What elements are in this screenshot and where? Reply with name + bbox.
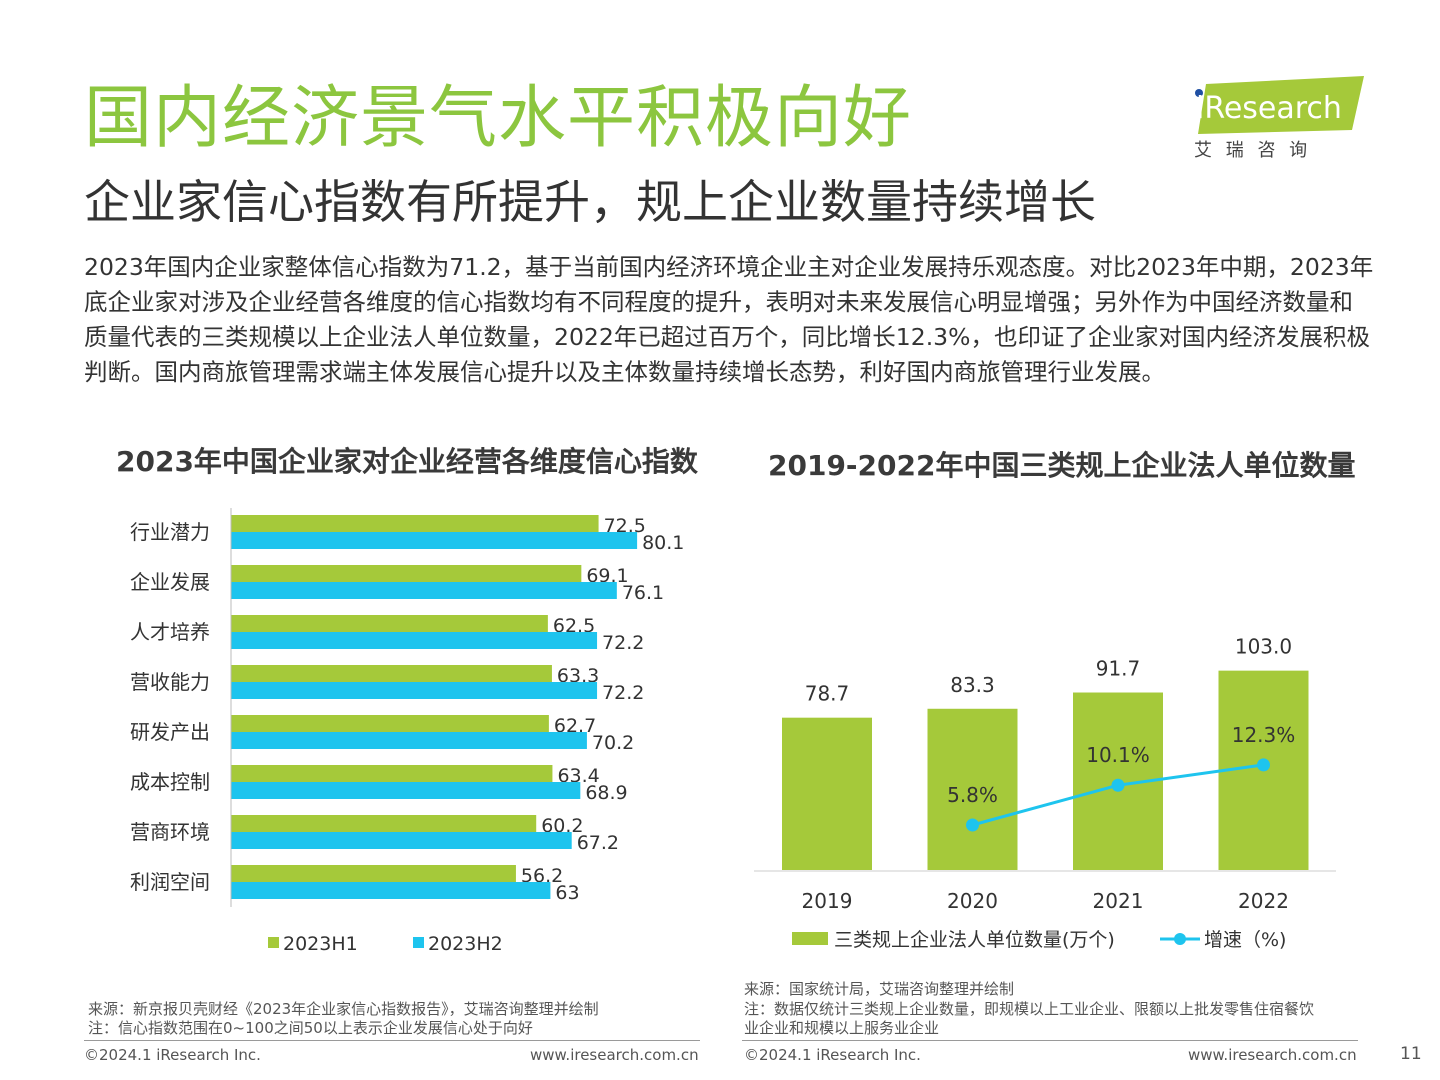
bar-value-label: 91.7	[1096, 657, 1141, 681]
bar-2023H1	[231, 565, 582, 582]
bar-2023H1	[231, 715, 549, 732]
x-tick-label: 2022	[1238, 889, 1289, 913]
legend-label: 三类规上企业法人单位数量(万个)	[834, 929, 1115, 951]
bar-value-label: 70.2	[592, 732, 634, 754]
bar-2023H2	[231, 732, 587, 749]
bar-value-label: 69.1	[586, 565, 628, 587]
bar-value-label: 72.2	[602, 632, 644, 654]
bar-2023H2	[231, 582, 617, 599]
enterprise-count-chart: 78.7 2019 83.3 2020 91.7 2021 103.0 2022 5.8% 10.…	[754, 635, 1336, 951]
legend-swatch-point	[1174, 933, 1186, 945]
bar-value-label: 63.3	[557, 665, 599, 687]
growth-point	[966, 818, 979, 832]
category-label: 利润空间	[130, 870, 210, 894]
page-subtitle: 企业家信心指数有所提升，规上企业数量持续增长	[84, 175, 1096, 229]
logo-text: iResearch	[1196, 91, 1342, 126]
bar-value-label: 56.2	[521, 865, 563, 887]
bar-enterprise-count	[927, 708, 1018, 870]
x-tick-label: 2020	[947, 889, 998, 913]
page-number: 11	[1400, 1044, 1422, 1064]
bar-value-label: 78.7	[805, 682, 850, 706]
left-chart-title: 2023年中国企业家对企业经营各维度信心指数	[116, 445, 698, 478]
bar-enterprise-count	[782, 717, 872, 870]
bar-value-label: 80.1	[642, 532, 684, 554]
confidence-bar-chart: 行业潜力 72.580.1 企业发展 69.176.1 人才培养 62.5 72.2 营收能力…	[130, 508, 684, 955]
legend-label: 2023H1	[283, 933, 358, 955]
bar-value-label: 72.5	[604, 515, 646, 537]
bar-2023H1	[231, 865, 516, 882]
bar-value-label: 103.0	[1235, 635, 1292, 659]
category-label: 成本控制	[130, 770, 210, 794]
legend-label: 2023H2	[428, 933, 503, 955]
bar-value-label: 67.2	[577, 832, 619, 854]
category-label: 营商环境	[130, 820, 210, 844]
category-label: 人才培养	[130, 620, 210, 644]
footer-copyright-right: ©2024.1 iResearch Inc.	[744, 1046, 921, 1064]
growth-value-label: 10.1%	[1086, 743, 1150, 767]
footer-rule-left	[84, 1040, 700, 1041]
right-note-line2: 业企业和规模以上服务业企业	[744, 1019, 940, 1037]
page-title: 国内经济景气水平积极向好	[84, 79, 913, 158]
bar-2023H2	[231, 682, 598, 699]
iresearch-logo: iResearch 艾 瑞 咨 询	[1192, 76, 1372, 166]
bar-value-label: 63	[555, 882, 579, 904]
bar-value-label: 63.4	[557, 765, 599, 787]
category-label: 研发产出	[130, 720, 210, 744]
bar-value-label: 76.1	[622, 582, 664, 604]
bar-2023H1	[231, 665, 552, 682]
bar-2023H1	[231, 515, 599, 532]
left-source-note: 来源：新京报贝壳财经《2023年企业家信心指数报告》，艾瑞咨询整理并绘制	[88, 1000, 599, 1018]
bar-2023H1	[231, 815, 537, 832]
legend-swatch	[268, 937, 279, 948]
intro-paragraph: 2023年国内企业家整体信心指数为71.2，基于当前国内经济环境企业主对企业发展…	[84, 253, 1374, 386]
bar-value-label: 72.2	[602, 682, 644, 704]
bar-value-label: 68.9	[585, 782, 627, 804]
left-note: 注：信心指数范围在0~100之间50以上表示企业发展信心处于向好	[88, 1019, 533, 1037]
bar-2023H2	[231, 632, 598, 649]
right-chart-title: 2019-2022年中国三类规上企业法人单位数量	[768, 449, 1356, 482]
bar-2023H2	[231, 882, 551, 899]
bar-2023H1	[231, 615, 548, 632]
bar-2023H2	[231, 782, 581, 799]
legend-label: 增速（%)	[1204, 929, 1286, 951]
bar-value-label: 62.5	[553, 615, 595, 637]
footer-url-left[interactable]: www.iresearch.com.cn	[530, 1046, 699, 1064]
bar-value-label: 60.2	[541, 815, 583, 837]
footer-url-right[interactable]: www.iresearch.com.cn	[1188, 1046, 1357, 1064]
bar-2023H1	[231, 765, 553, 782]
x-tick-label: 2021	[1093, 889, 1144, 913]
footer-rule-right	[742, 1040, 1358, 1041]
bar-2023H2	[231, 532, 638, 549]
right-note-line1: 注：数据仅统计三类规上企业数量，即规模以上工业企业、限额以上批发零售住宿餐饮	[744, 1000, 1315, 1018]
growth-point	[1257, 758, 1270, 772]
bar-value-label: 62.7	[554, 715, 596, 737]
bar-value-label: 83.3	[950, 673, 995, 697]
growth-value-label: 5.8%	[947, 783, 998, 807]
x-tick-label: 2019	[802, 889, 853, 913]
logo-cn-text: 艾 瑞 咨 询	[1194, 140, 1311, 161]
growth-point	[1111, 778, 1125, 792]
legend-swatch-bars	[792, 932, 828, 945]
bar-2023H2	[231, 832, 572, 849]
right-source-note: 来源：国家统计局，艾瑞咨询整理并绘制	[744, 980, 1015, 998]
logo-banner-shape	[1198, 76, 1364, 134]
growth-value-label: 12.3%	[1232, 723, 1296, 747]
category-label: 企业发展	[130, 570, 210, 594]
legend-swatch	[413, 937, 424, 948]
category-label: 营收能力	[130, 670, 210, 694]
category-label: 行业潜力	[130, 520, 210, 544]
logo-dot-icon	[1195, 89, 1203, 97]
footer-copyright-left: ©2024.1 iResearch Inc.	[84, 1046, 261, 1064]
